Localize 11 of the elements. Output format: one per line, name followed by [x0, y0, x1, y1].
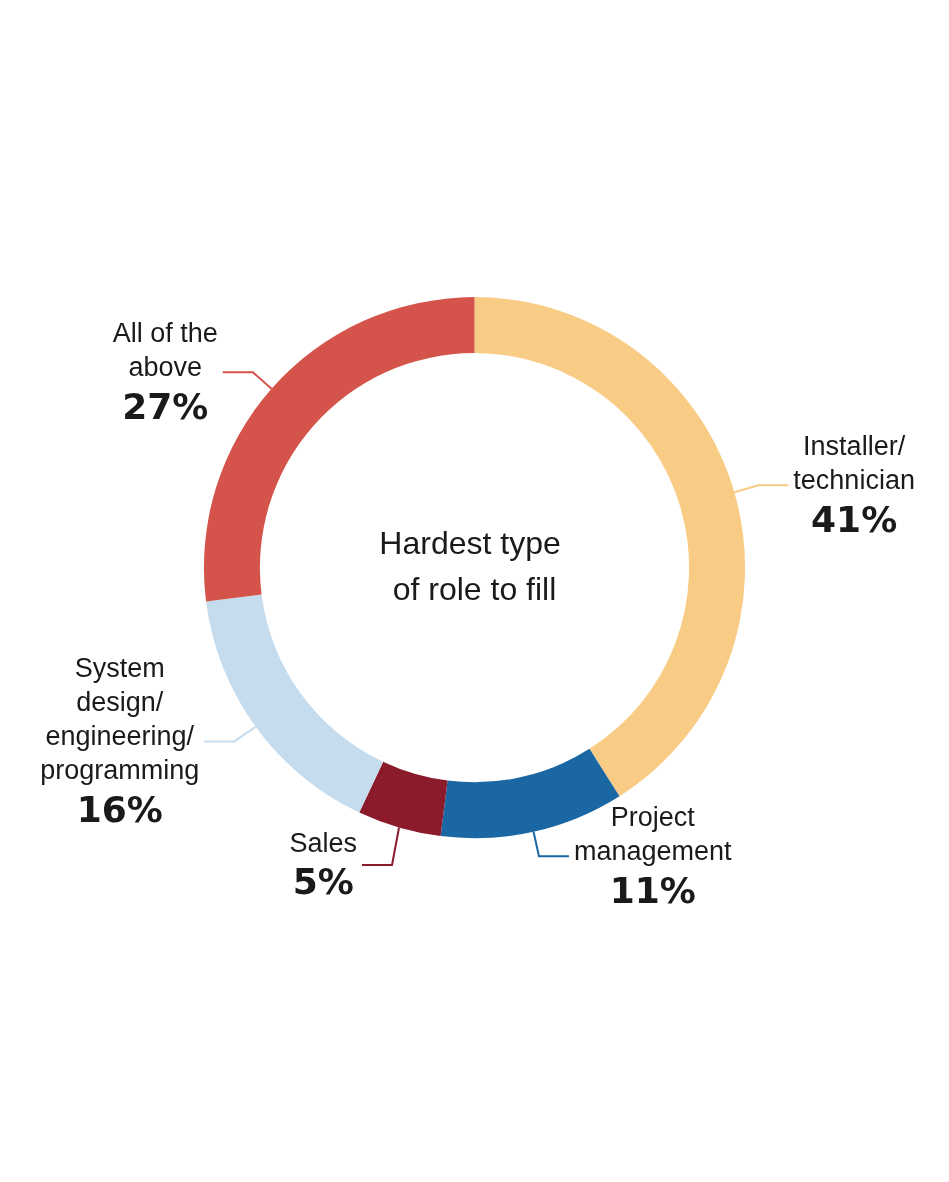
data-label: 16%: [76, 788, 163, 830]
slice-label: System design/engineering/programming: [40, 653, 200, 786]
data-label: 41%: [811, 498, 898, 540]
slice-label: Sales: [289, 827, 358, 858]
data-label: 5%: [292, 861, 354, 903]
text: Hardest type of role to fill: [379, 525, 570, 608]
data-label: 11%: [609, 869, 696, 911]
slice-label: Project management: [573, 802, 733, 867]
slice-label: All of the above: [112, 318, 218, 383]
slice-label: Installer/technician: [793, 431, 915, 496]
data-label: 27%: [122, 385, 209, 427]
